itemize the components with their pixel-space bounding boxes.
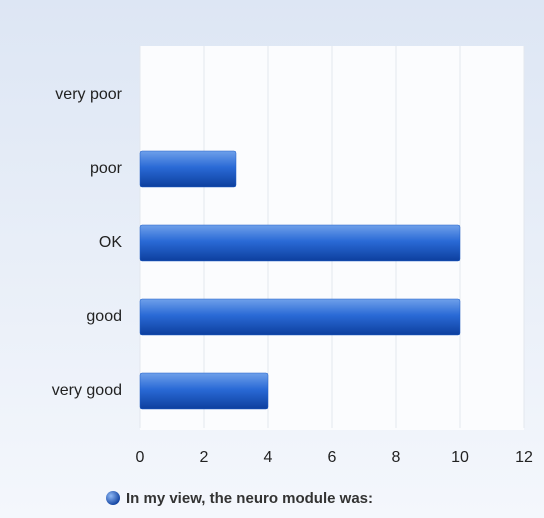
y-tick-label: very good (52, 382, 122, 399)
x-tick-label: 10 (451, 449, 469, 466)
x-tick-label: 8 (392, 449, 401, 466)
legend-marker (106, 491, 120, 505)
bar (139, 224, 461, 262)
bar (139, 298, 461, 336)
legend-label: In my view, the neuro module was: (126, 490, 373, 507)
x-tick-label: 4 (264, 449, 273, 466)
y-tick-label: OK (99, 234, 122, 251)
bar (139, 150, 237, 188)
y-tick-label: very poor (55, 86, 122, 103)
x-tick-label: 0 (136, 449, 145, 466)
bar (139, 372, 269, 410)
x-tick-label: 12 (515, 449, 533, 466)
y-tick-label: good (86, 308, 122, 325)
x-tick-label: 2 (200, 449, 209, 466)
y-tick-label: poor (90, 160, 123, 177)
x-tick-label: 6 (328, 449, 337, 466)
